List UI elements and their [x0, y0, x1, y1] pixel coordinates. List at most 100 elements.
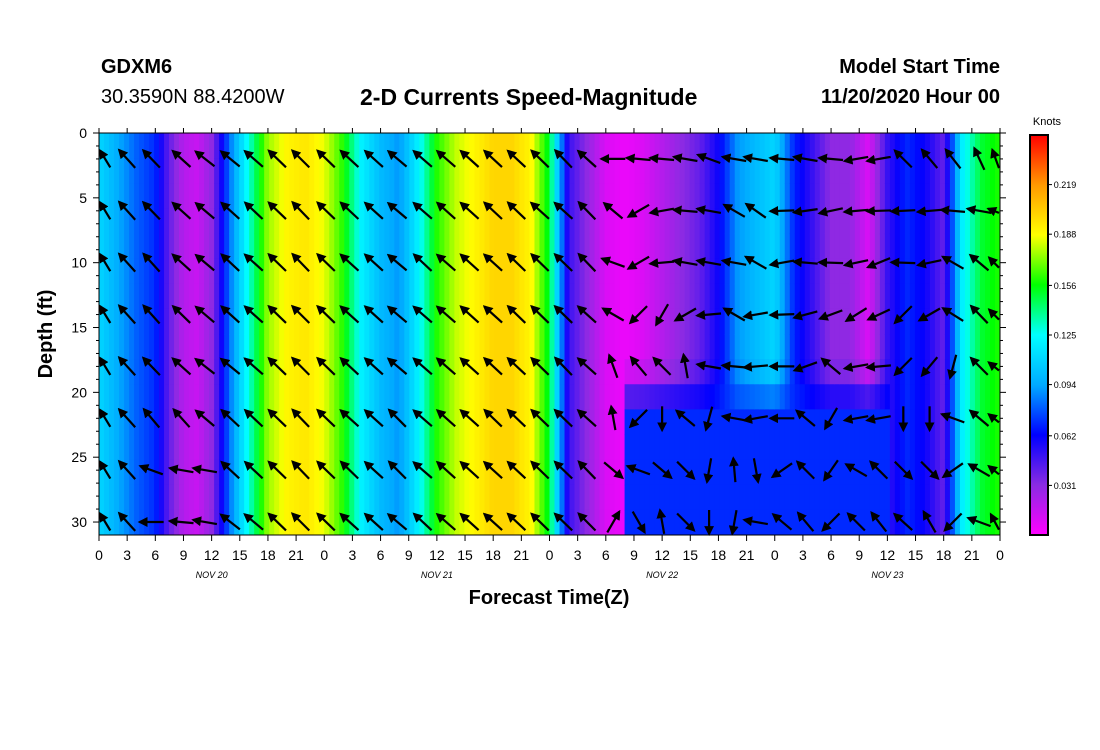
heat-cell	[759, 484, 766, 511]
heat-cell	[309, 233, 315, 260]
heat-cell	[974, 183, 981, 209]
heat-cell	[169, 359, 175, 385]
current-vector	[243, 149, 264, 168]
heat-cell	[269, 384, 275, 410]
heat-cell	[564, 258, 571, 285]
heat-cell	[319, 359, 325, 385]
heat-cell	[319, 334, 325, 360]
heat-cell	[729, 208, 736, 235]
heat-cell	[424, 334, 430, 360]
heat-cell	[749, 484, 756, 511]
current-vectors	[98, 146, 1001, 536]
heat-cell	[889, 484, 896, 511]
heat-cell	[539, 158, 546, 184]
heat-cell	[199, 384, 205, 410]
heat-cell	[249, 459, 255, 486]
colorbar-tick-label: 0.125	[1054, 331, 1077, 341]
heat-cell	[134, 434, 140, 461]
heat-cell	[209, 258, 215, 285]
heat-cell	[924, 409, 931, 436]
heat-cell	[729, 258, 736, 285]
current-vector	[969, 356, 989, 376]
heat-cell	[589, 434, 596, 461]
heat-cell	[694, 484, 701, 511]
heat-cell	[294, 158, 300, 184]
current-vector	[267, 512, 287, 532]
heat-cell	[304, 183, 310, 209]
heat-cell	[604, 308, 611, 335]
heat-cell	[684, 133, 691, 159]
heat-cell	[414, 334, 420, 360]
heat-cell	[979, 208, 986, 235]
heat-cell	[964, 359, 971, 385]
heat-cell	[609, 409, 616, 436]
heat-cell	[579, 233, 586, 260]
x-tick-label: 3	[574, 547, 582, 563]
heat-cell	[909, 409, 916, 436]
heat-cell	[514, 183, 521, 209]
heat-cell	[829, 258, 836, 285]
heat-cell	[404, 258, 410, 285]
heat-cell	[254, 233, 260, 260]
heat-cell	[839, 459, 846, 486]
heat-cell	[199, 208, 205, 235]
heat-cell	[734, 258, 741, 285]
current-vector	[553, 148, 573, 169]
heat-cell	[209, 334, 215, 360]
current-vector	[141, 356, 161, 376]
heat-cell	[484, 384, 491, 410]
heat-cell	[459, 308, 466, 335]
heat-cell	[294, 359, 300, 385]
heat-cell	[949, 384, 956, 410]
heat-cell	[769, 233, 776, 260]
current-vector	[267, 460, 287, 480]
heat-cell	[729, 158, 736, 184]
heat-cell	[974, 233, 981, 260]
heat-cell	[719, 208, 726, 235]
heat-cell	[204, 233, 210, 260]
heat-cell	[349, 183, 355, 209]
heat-cell	[854, 158, 861, 184]
heat-cell	[609, 208, 616, 235]
heat-cell	[804, 484, 811, 511]
heat-cell	[119, 484, 125, 511]
heat-cell	[669, 208, 676, 235]
heat-cell	[869, 509, 876, 535]
heat-cell	[474, 233, 481, 260]
heat-cell	[359, 359, 365, 385]
heat-cell	[899, 359, 906, 385]
heat-cell	[599, 384, 606, 410]
heat-cell	[274, 459, 280, 486]
heat-cell	[894, 158, 901, 184]
heat-cell	[354, 509, 360, 535]
heat-cell	[459, 334, 466, 360]
heat-cell	[489, 334, 496, 360]
current-vector	[171, 357, 192, 376]
heat-cell	[859, 334, 866, 360]
heat-cell	[534, 484, 541, 511]
heat-cell	[434, 359, 440, 385]
heat-cell	[889, 434, 896, 461]
heat-cell	[424, 384, 430, 410]
heat-cell	[289, 409, 295, 436]
heat-cell	[444, 208, 450, 235]
heat-cell	[139, 158, 145, 184]
heat-cell	[859, 484, 866, 511]
heat-cell	[389, 409, 395, 436]
heat-cell	[529, 258, 536, 285]
heat-cell	[384, 258, 390, 285]
heat-cell	[154, 133, 160, 159]
heat-cell	[914, 509, 921, 535]
x-tick-label: 3	[349, 547, 357, 563]
heat-cell	[109, 283, 115, 310]
heat-cell	[399, 359, 405, 385]
heat-cell	[449, 158, 455, 184]
heat-cell	[844, 359, 851, 385]
heat-cell	[444, 434, 450, 461]
heat-cell	[654, 233, 661, 260]
heat-cell	[944, 208, 951, 235]
heat-cell	[309, 434, 315, 461]
heat-cell	[654, 183, 661, 209]
current-vector	[412, 357, 433, 376]
heat-cell	[534, 334, 541, 360]
